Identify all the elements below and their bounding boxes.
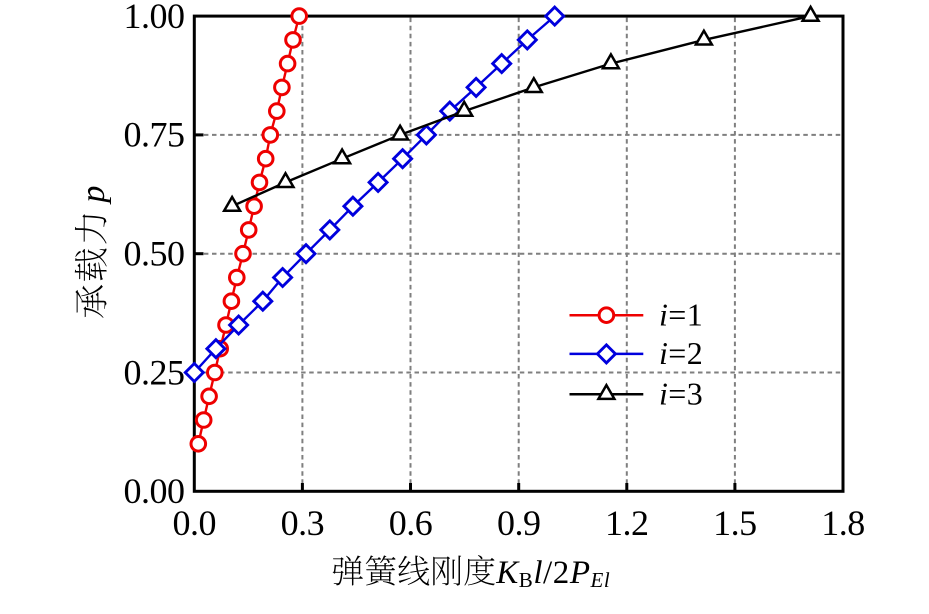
svg-text:1.2: 1.2: [605, 503, 649, 543]
svg-text:0.6: 0.6: [389, 503, 433, 543]
svg-text:i=1: i=1: [659, 297, 703, 333]
svg-text:0.0: 0.0: [173, 503, 217, 543]
svg-text:1.5: 1.5: [713, 503, 757, 543]
svg-text:0.3: 0.3: [281, 503, 325, 543]
svg-text:p: p: [75, 186, 112, 205]
svg-text:0.50: 0.50: [124, 234, 185, 274]
svg-text:i=3: i=3: [659, 376, 703, 412]
svg-text:1.8: 1.8: [821, 503, 865, 543]
svg-text:0.25: 0.25: [124, 352, 185, 392]
svg-text:1.00: 1.00: [124, 0, 185, 36]
svg-text:i=2: i=2: [659, 335, 703, 371]
svg-text:0.75: 0.75: [124, 115, 185, 155]
svg-text:0.9: 0.9: [497, 503, 541, 543]
svg-text:0.00: 0.00: [124, 471, 185, 511]
